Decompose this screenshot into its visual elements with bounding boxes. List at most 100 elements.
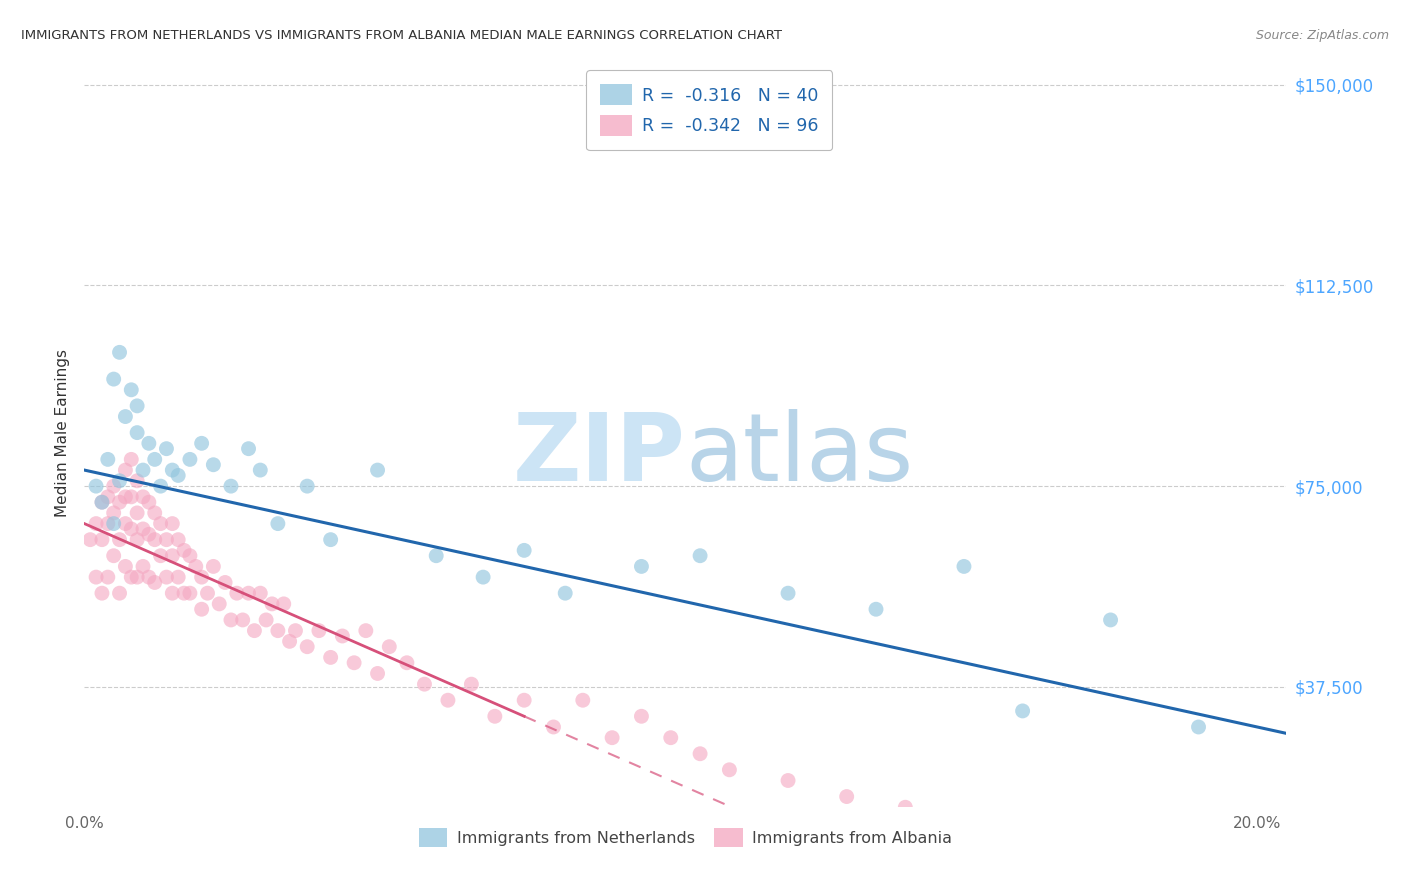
Point [167,533,190,547]
Point [79,533,101,547]
Point [219,613,242,627]
Point [214,575,236,590]
Point [776,773,799,788]
Point [120,383,142,397]
Point [332,629,354,643]
Point [1011,827,1033,841]
Point [127,474,149,488]
Point [484,709,506,723]
Point [202,559,225,574]
Point [103,479,125,493]
Point [155,442,177,456]
Point [197,586,219,600]
Point [108,345,131,359]
Point [120,490,142,504]
Point [267,516,290,531]
Point [91,586,114,600]
Point [953,559,976,574]
Point [319,533,342,547]
Point [378,640,401,654]
Point [103,549,125,563]
Point [238,586,260,600]
Point [84,570,107,584]
Point [127,425,149,440]
Point [278,634,301,648]
Point [219,479,242,493]
Point [472,570,495,584]
Point [103,516,125,531]
Point [1099,613,1122,627]
Point [689,747,711,761]
Point [127,399,149,413]
Point [179,549,201,563]
Point [460,677,482,691]
Point [84,479,107,493]
Point [132,490,155,504]
Point [249,463,271,477]
Point [149,549,172,563]
Point [1011,704,1033,718]
Point [91,495,114,509]
Point [114,516,136,531]
Point [127,506,149,520]
Point [367,463,389,477]
Point [149,479,172,493]
Point [367,666,389,681]
Point [167,570,190,584]
Point [143,506,166,520]
Point [232,613,254,627]
Point [630,559,652,574]
Point [179,586,201,600]
Point [659,731,682,745]
Point [179,452,201,467]
Point [630,709,652,723]
Point [143,452,166,467]
Point [120,522,142,536]
Point [91,495,114,509]
Point [120,452,142,467]
Point [173,586,195,600]
Point [167,468,190,483]
Point [413,677,436,691]
Point [138,495,160,509]
Point [273,597,295,611]
Point [243,624,266,638]
Point [776,586,799,600]
Point [572,693,595,707]
Point [127,570,149,584]
Point [103,372,125,386]
Point [260,597,283,611]
Point [114,490,136,504]
Text: IMMIGRANTS FROM NETHERLANDS VS IMMIGRANTS FROM ALBANIA MEDIAN MALE EARNINGS CORR: IMMIGRANTS FROM NETHERLANDS VS IMMIGRANT… [21,29,782,42]
Point [103,506,125,520]
Point [190,602,212,616]
Point [1187,720,1209,734]
Point [190,570,212,584]
Point [120,570,142,584]
Point [543,720,565,734]
Point [97,452,120,467]
Point [149,516,172,531]
Point [425,549,447,563]
Point [513,543,536,558]
Point [718,763,741,777]
Point [343,656,366,670]
Point [127,533,149,547]
Point [143,575,166,590]
Point [138,570,160,584]
Point [1129,854,1152,868]
Point [225,586,247,600]
Point [835,789,858,804]
Point [138,527,160,541]
Point [395,656,418,670]
Point [132,559,155,574]
Point [184,559,207,574]
Point [108,474,131,488]
Point [953,816,976,830]
Text: ZIP: ZIP [513,409,686,501]
Text: atlas: atlas [686,409,914,501]
Point [84,516,107,531]
Point [108,495,131,509]
Point [894,800,917,814]
Point [437,693,460,707]
